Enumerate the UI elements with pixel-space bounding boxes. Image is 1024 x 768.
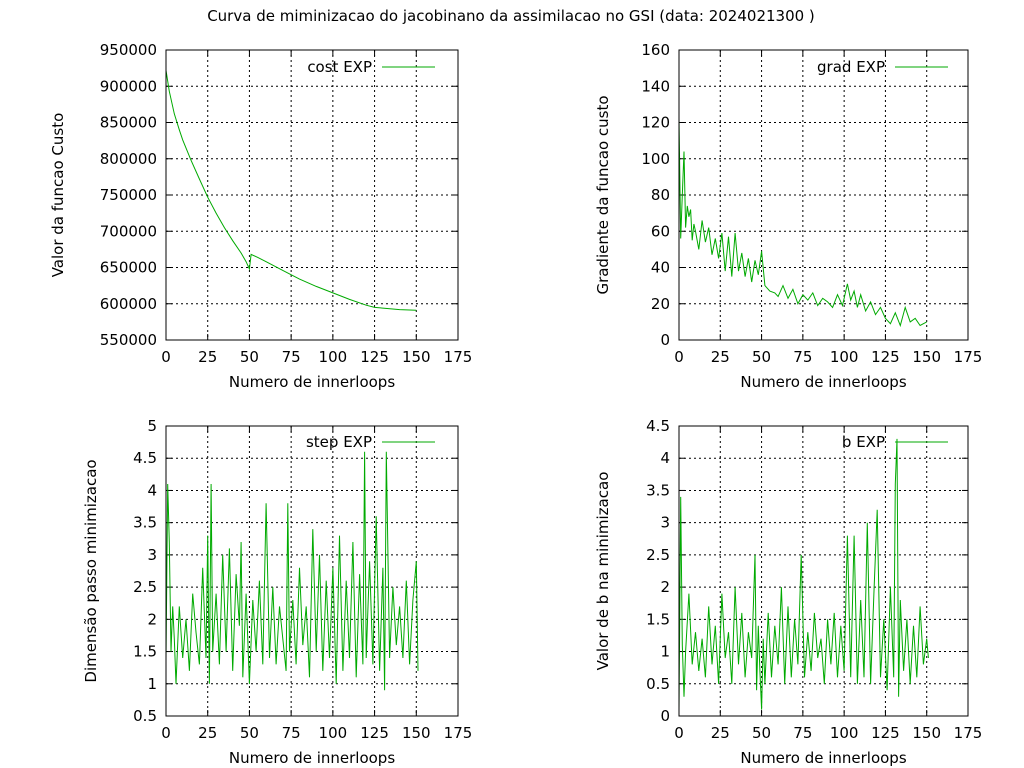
y-tick-label: 4 xyxy=(147,481,157,499)
x-tick-label: 150 xyxy=(912,724,941,742)
x-tick-label: 100 xyxy=(319,348,348,366)
x-tick-label: 175 xyxy=(444,724,473,742)
chart-b: 0 25 50 75 100 125 150 175 0 0.5 1 1.5 2 2.5 3 3.5 4 4.5 b… xyxy=(594,417,982,767)
x-tick-label: 75 xyxy=(793,348,812,366)
y-axis-label: Valor de b na minimizacao xyxy=(594,472,612,671)
x-tick-label: 150 xyxy=(402,724,431,742)
y-tick-label: 4.5 xyxy=(646,417,670,435)
y-tick-label: 1 xyxy=(147,675,157,693)
y-tick-label: 0 xyxy=(660,331,670,349)
y-tick-label: 750000 xyxy=(100,186,157,204)
y-axis-label: Dimensão passo minimizacao xyxy=(82,459,100,682)
x-axis-label: Numero de innerloops xyxy=(740,749,906,767)
x-tick-label: 25 xyxy=(198,348,217,366)
x-tick-label: 175 xyxy=(444,348,473,366)
series-line-b xyxy=(678,438,929,710)
plot-frame xyxy=(678,49,969,341)
x-tick-label: 50 xyxy=(240,348,259,366)
chart-grad: 0 25 50 75 100 125 150 175 0 20 40 60 80 100 120 140 160… xyxy=(594,41,982,391)
x-tick-label: 125 xyxy=(871,724,900,742)
y-tick-label: 2 xyxy=(660,578,670,596)
y-tick-label: 60 xyxy=(651,222,670,240)
x-tick-label: 50 xyxy=(752,348,771,366)
y-tick-label: 1.5 xyxy=(646,610,670,628)
x-tick-label: 50 xyxy=(752,724,771,742)
y-tick-label: 0.5 xyxy=(133,707,157,725)
y-axis-label: Valor da funcao Custo xyxy=(49,113,67,278)
y-tick-label: 4 xyxy=(660,449,670,467)
x-axis-label: Numero de innerloops xyxy=(229,373,395,391)
series-line-grad xyxy=(678,118,927,328)
y-tick-label: 40 xyxy=(651,259,670,277)
y-axis-label: Gradiente da funcao custo xyxy=(594,95,612,294)
x-tick-label: 150 xyxy=(402,348,431,366)
x-tick-label: 0 xyxy=(674,724,684,742)
y-tick-label: 3 xyxy=(660,514,670,532)
y-tick-label: 20 xyxy=(651,295,670,313)
x-tick-label: 0 xyxy=(674,348,684,366)
figure-title: Curva de miminizacao do jacobinano da as… xyxy=(207,7,815,25)
y-tick-label: 2.5 xyxy=(133,578,157,596)
y-tick-label: 950000 xyxy=(100,41,157,59)
y-tick-label: 5 xyxy=(147,417,157,435)
y-tick-label: 120 xyxy=(641,114,670,132)
y-tick-label: 0.5 xyxy=(646,675,670,693)
legend-label: step EXP xyxy=(306,433,372,451)
series-line-step xyxy=(165,451,419,691)
x-tick-label: 175 xyxy=(954,348,983,366)
x-tick-label: 25 xyxy=(711,348,730,366)
x-axis-label: Numero de innerloops xyxy=(229,749,395,767)
y-tick-label: 800000 xyxy=(100,150,157,168)
x-tick-label: 125 xyxy=(871,348,900,366)
x-tick-label: 75 xyxy=(793,724,812,742)
plot-frame xyxy=(165,49,459,341)
y-tick-label: 900000 xyxy=(100,77,157,95)
x-tick-label: 100 xyxy=(830,348,859,366)
y-tick-label: 1 xyxy=(660,643,670,661)
y-tick-label: 850000 xyxy=(100,114,157,132)
x-tick-label: 125 xyxy=(360,348,389,366)
legend-label: grad EXP xyxy=(817,58,885,76)
y-tick-label: 3 xyxy=(147,546,157,564)
x-tick-label: 50 xyxy=(240,724,259,742)
y-tick-label: 550000 xyxy=(100,331,157,349)
x-tick-label: 100 xyxy=(319,724,348,742)
legend-label: cost EXP xyxy=(307,58,372,76)
chart-step: 0 25 50 75 100 125 150 175 0.5 1 1.5 2 2.5 3 3.5 4 4.5 5 s… xyxy=(82,417,472,767)
y-tick-label: 2.5 xyxy=(646,546,670,564)
x-tick-label: 150 xyxy=(912,348,941,366)
x-tick-label: 25 xyxy=(198,724,217,742)
y-tick-label: 140 xyxy=(641,77,670,95)
y-tick-label: 650000 xyxy=(100,259,157,277)
y-tick-label: 1.5 xyxy=(133,643,157,661)
x-tick-label: 0 xyxy=(161,724,171,742)
y-tick-label: 3.5 xyxy=(646,481,670,499)
plot-frame xyxy=(678,425,969,717)
y-tick-label: 80 xyxy=(651,186,670,204)
y-tick-label: 4.5 xyxy=(133,449,157,467)
x-tick-label: 0 xyxy=(161,348,171,366)
y-tick-label: 600000 xyxy=(100,295,157,313)
chart-cost: 0 25 50 75 100 125 150 175 550000 600000 650000 700… xyxy=(49,41,472,391)
y-tick-label: 160 xyxy=(641,41,670,59)
x-axis-label: Numero de innerloops xyxy=(740,373,906,391)
series-line-cost xyxy=(165,70,417,311)
y-tick-label: 700000 xyxy=(100,222,157,240)
x-tick-label: 175 xyxy=(954,724,983,742)
x-tick-label: 100 xyxy=(830,724,859,742)
x-tick-label: 75 xyxy=(282,724,301,742)
legend-label: b EXP xyxy=(842,433,885,451)
y-tick-label: 0 xyxy=(660,707,670,725)
x-tick-label: 25 xyxy=(711,724,730,742)
y-tick-label: 3.5 xyxy=(133,514,157,532)
y-tick-label: 2 xyxy=(147,610,157,628)
x-tick-label: 75 xyxy=(282,348,301,366)
x-tick-label: 125 xyxy=(360,724,389,742)
plot-frame xyxy=(165,425,459,717)
y-tick-label: 100 xyxy=(641,150,670,168)
